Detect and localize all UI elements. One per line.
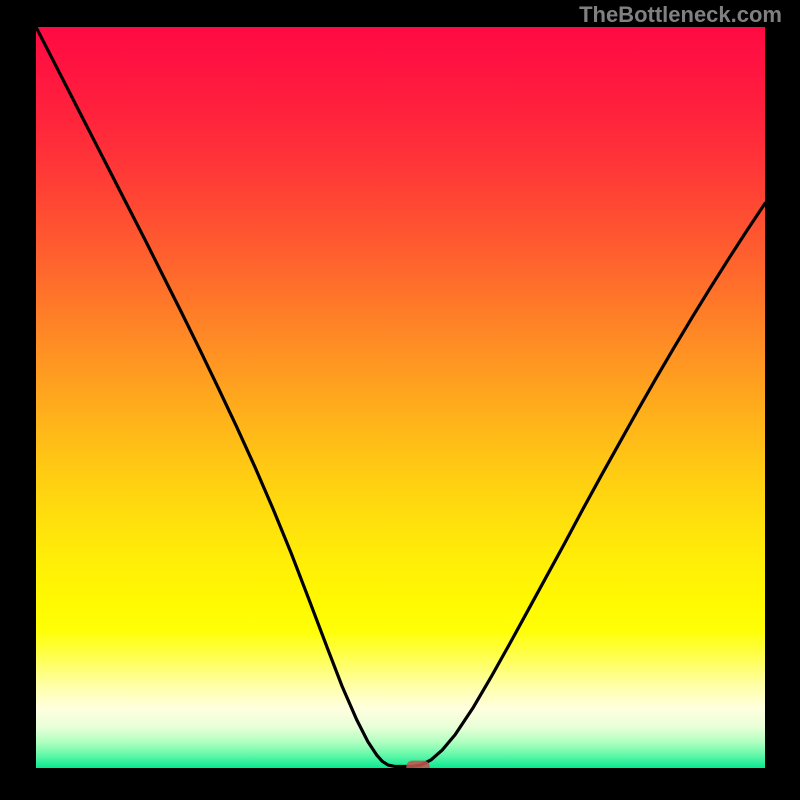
chart-svg — [36, 27, 765, 768]
chart-background — [36, 27, 765, 768]
chart-plot-area — [36, 27, 765, 768]
optimum-marker — [406, 761, 429, 768]
watermark-text: TheBottleneck.com — [579, 2, 782, 28]
